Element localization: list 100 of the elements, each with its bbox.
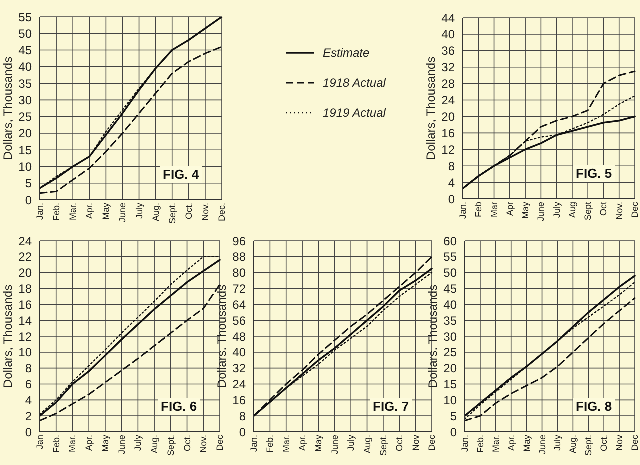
x-tick-label: May bbox=[314, 434, 324, 452]
legend-label: Estimate bbox=[323, 46, 370, 60]
x-tick-label: June bbox=[116, 435, 127, 455]
y-tick-label: 12 bbox=[442, 142, 456, 157]
y-tick-label: 56 bbox=[232, 314, 246, 328]
y-tick-label: 8 bbox=[25, 362, 32, 376]
x-tick-label: Nov. bbox=[614, 202, 624, 220]
x-tick-label: July bbox=[133, 434, 144, 452]
y-tick-label: 22 bbox=[18, 250, 32, 264]
x-tick-label: Dec bbox=[215, 434, 225, 452]
y-tick-label: 40 bbox=[444, 298, 458, 312]
x-tick-label: Sept. bbox=[378, 435, 388, 456]
y-tick-label: 16 bbox=[18, 298, 32, 312]
y-tick-label: 24 bbox=[442, 94, 456, 108]
x-tick-label: July bbox=[552, 202, 562, 218]
x-tick-label: Dec. bbox=[217, 203, 227, 222]
x-tick-label: Mar bbox=[489, 202, 500, 218]
y-tick-label: 12 bbox=[18, 330, 32, 344]
x-tick-label: Apr. bbox=[84, 203, 95, 220]
x-tick-label: Nov. bbox=[200, 203, 210, 221]
x-tick-label: Jan. bbox=[458, 202, 468, 220]
y-axis-title: Dollars. Thousands bbox=[426, 284, 440, 388]
y-tick-label: 45 bbox=[18, 44, 32, 58]
legend-label: 1918 Actual bbox=[323, 76, 386, 90]
x-tick-label: Nov. bbox=[198, 435, 209, 453]
y-tick-label: 10 bbox=[18, 346, 32, 360]
x-tick-label: Sept. bbox=[166, 435, 176, 456]
x-tick-label: July bbox=[134, 202, 144, 220]
y-tick-label: 20 bbox=[18, 266, 32, 280]
x-tick-label: Aug. bbox=[150, 203, 161, 222]
x-tick-label: Aug. bbox=[150, 435, 160, 454]
x-tick-label: June bbox=[536, 202, 546, 222]
y-tick-label: 36 bbox=[442, 44, 456, 58]
y-tick-label: 44 bbox=[442, 11, 456, 26]
x-tick-label: Mar. bbox=[68, 203, 78, 221]
x-tick-label: May bbox=[101, 202, 112, 220]
x-tick-label: July bbox=[552, 434, 563, 452]
x-tick-label: Oct. bbox=[184, 203, 194, 220]
x-tick-label: June bbox=[330, 435, 340, 455]
x-tick-label: June bbox=[118, 203, 128, 223]
x-tick-label: Oct. bbox=[394, 435, 405, 452]
y-tick-label: 72 bbox=[232, 282, 246, 296]
text: FIG. 5 bbox=[573, 165, 616, 182]
y-tick-label: 80 bbox=[232, 266, 246, 280]
y-tick-label: 20 bbox=[444, 362, 458, 376]
x-tick-label: Dec bbox=[630, 202, 640, 218]
y-tick-label: 20 bbox=[442, 110, 456, 124]
y-tick-label: 15 bbox=[444, 378, 458, 392]
y-tick-label: 35 bbox=[444, 314, 458, 328]
y-tick-label: 0 bbox=[25, 193, 32, 208]
y-tick-label: 40 bbox=[18, 60, 32, 74]
legend-label: 1919 Actual bbox=[323, 106, 386, 120]
x-tick-label: Apr. bbox=[298, 435, 308, 452]
y-tick-label: 15 bbox=[18, 143, 32, 158]
x-tick-label: Feb. bbox=[475, 435, 486, 454]
y-tick-label: 50 bbox=[18, 26, 32, 41]
y-tick-label: 8 bbox=[448, 159, 456, 174]
y-tick-label: 30 bbox=[18, 93, 32, 108]
x-tick-label: Jan. bbox=[460, 435, 470, 452]
y-tick-label: 96 bbox=[232, 234, 246, 248]
y-tick-label: 64 bbox=[232, 298, 246, 312]
y-axis-title: Dollars, Thousands bbox=[1, 56, 15, 160]
x-tick-label: May bbox=[520, 202, 531, 220]
x-tick-label: Jan. bbox=[249, 435, 259, 452]
y-tick-label: 0 bbox=[450, 425, 458, 440]
x-tick-label: July bbox=[346, 434, 356, 452]
y-tick-label: 5 bbox=[25, 176, 32, 191]
y-tick-label: 24 bbox=[18, 234, 32, 248]
x-tick-label: Aug bbox=[567, 202, 578, 218]
x-tick-label: Nov bbox=[614, 434, 625, 452]
y-tick-label: 24 bbox=[232, 378, 246, 392]
x-tick-label: Oct. bbox=[599, 435, 610, 452]
y-tick-label: 25 bbox=[18, 110, 32, 124]
y-tick-label: 25 bbox=[444, 346, 458, 360]
x-tick-label: Feb. bbox=[52, 203, 62, 222]
y-tick-label: 0 bbox=[448, 192, 456, 206]
y-tick-label: 14 bbox=[18, 314, 32, 328]
x-tick-label: Nov bbox=[410, 434, 421, 452]
y-tick-label: 16 bbox=[232, 393, 246, 408]
x-tick-label: Mar. bbox=[68, 435, 78, 453]
y-tick-label: 28 bbox=[442, 77, 456, 92]
y-tick-label: 2 bbox=[25, 409, 32, 424]
y-tick-label: 45 bbox=[444, 282, 458, 296]
y-tick-label: 16 bbox=[442, 126, 456, 140]
text: FIG. 7 bbox=[370, 398, 412, 415]
y-tick-label: 55 bbox=[18, 10, 32, 24]
x-tick-label: May bbox=[522, 434, 532, 452]
y-tick-label: 5 bbox=[450, 409, 458, 424]
y-tick-label: 30 bbox=[444, 330, 458, 344]
y-tick-label: 32 bbox=[442, 60, 456, 75]
y-tick-label: 0 bbox=[25, 425, 32, 440]
y-axis-title: Dollars. Thousands bbox=[215, 284, 229, 388]
y-tick-label: 55 bbox=[444, 250, 458, 264]
y-tick-label: 60 bbox=[444, 234, 458, 248]
x-tick-label: Dec bbox=[427, 434, 437, 452]
y-tick-label: 10 bbox=[444, 393, 458, 408]
text: FIG. 6 bbox=[158, 398, 200, 415]
x-tick-label: Jan bbox=[35, 435, 45, 450]
x-tick-label: Sept bbox=[583, 202, 594, 221]
x-tick-label: Aug. bbox=[362, 435, 372, 454]
